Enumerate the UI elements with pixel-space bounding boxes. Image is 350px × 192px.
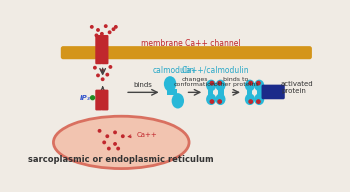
Circle shape: [114, 25, 118, 29]
Ellipse shape: [206, 94, 216, 105]
Text: membrane Ca++ channel: membrane Ca++ channel: [141, 39, 241, 48]
Circle shape: [93, 66, 97, 70]
Ellipse shape: [215, 94, 225, 105]
Circle shape: [90, 25, 94, 29]
Ellipse shape: [245, 80, 255, 91]
Circle shape: [113, 130, 117, 134]
Bar: [208, 89, 213, 96]
Circle shape: [100, 32, 104, 36]
Text: Ca++: Ca++: [128, 132, 158, 138]
Ellipse shape: [254, 94, 264, 105]
Ellipse shape: [54, 116, 189, 169]
Circle shape: [249, 81, 252, 85]
Text: activated
protein: activated protein: [281, 81, 314, 94]
Bar: [218, 89, 224, 96]
Circle shape: [105, 73, 109, 77]
Circle shape: [108, 30, 112, 34]
FancyBboxPatch shape: [95, 90, 102, 110]
Circle shape: [112, 27, 116, 31]
Circle shape: [257, 100, 260, 103]
Text: changes
conformation: changes conformation: [174, 77, 216, 87]
Circle shape: [257, 81, 260, 85]
Ellipse shape: [215, 80, 225, 91]
Circle shape: [218, 100, 222, 103]
FancyBboxPatch shape: [261, 85, 285, 99]
Text: sarcoplasmic or endoplasmic reticulum: sarcoplasmic or endoplasmic reticulum: [28, 155, 214, 164]
Circle shape: [102, 141, 106, 144]
Circle shape: [101, 77, 105, 81]
FancyBboxPatch shape: [102, 35, 108, 64]
Text: calmodulin: calmodulin: [153, 66, 195, 75]
Circle shape: [249, 100, 252, 103]
Circle shape: [105, 134, 109, 138]
Circle shape: [210, 81, 214, 85]
Polygon shape: [167, 89, 177, 95]
Circle shape: [104, 24, 108, 28]
Circle shape: [101, 69, 105, 73]
Circle shape: [94, 33, 98, 37]
Ellipse shape: [164, 76, 176, 92]
Ellipse shape: [245, 94, 255, 105]
Circle shape: [116, 147, 120, 151]
FancyBboxPatch shape: [95, 35, 102, 64]
Circle shape: [113, 142, 117, 146]
Text: binds to
other proteins: binds to other proteins: [214, 77, 258, 87]
Circle shape: [218, 81, 222, 85]
Circle shape: [98, 129, 101, 133]
Circle shape: [210, 100, 214, 103]
FancyBboxPatch shape: [102, 90, 108, 110]
Ellipse shape: [254, 80, 264, 91]
Circle shape: [96, 28, 100, 32]
Bar: [257, 89, 262, 96]
Circle shape: [107, 147, 111, 151]
Circle shape: [121, 134, 125, 138]
Ellipse shape: [206, 80, 216, 91]
Text: binds: binds: [133, 83, 152, 89]
Circle shape: [96, 74, 100, 77]
FancyBboxPatch shape: [61, 46, 312, 59]
Ellipse shape: [172, 93, 184, 108]
Circle shape: [108, 65, 112, 69]
Text: IP₃: IP₃: [79, 95, 90, 101]
Bar: [247, 89, 252, 96]
Text: Ca++/calmodulin: Ca++/calmodulin: [182, 66, 250, 75]
Circle shape: [91, 96, 95, 100]
